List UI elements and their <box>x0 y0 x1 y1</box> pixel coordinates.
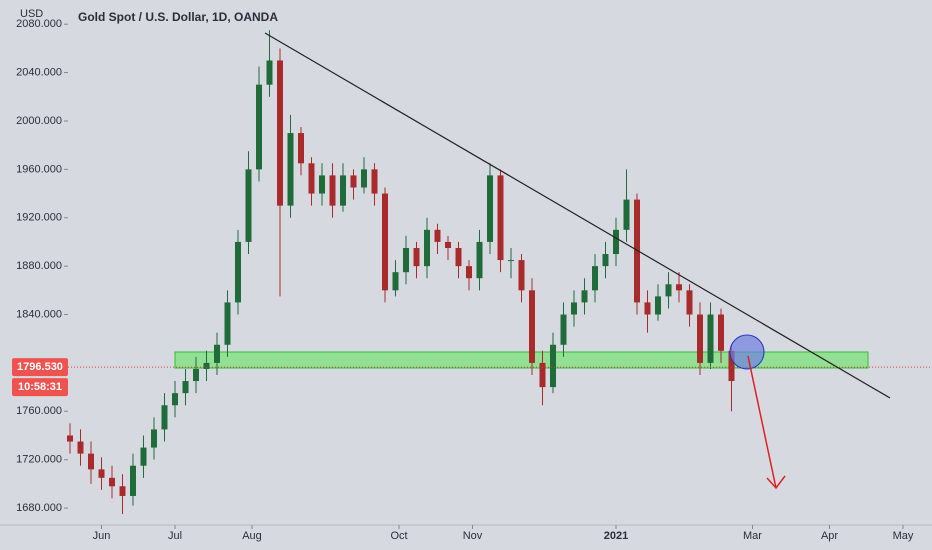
candle-body <box>371 169 378 194</box>
candle-body <box>287 133 294 206</box>
candle-body <box>98 469 105 478</box>
projection-arrow <box>747 355 777 489</box>
candle-body <box>77 441 84 454</box>
candle-body <box>697 314 703 363</box>
arrow-head <box>766 475 786 490</box>
candle-body <box>644 302 651 315</box>
candle-body <box>182 381 189 394</box>
candle-body <box>508 260 514 262</box>
candle-body <box>550 344 556 388</box>
x-tick-label: May <box>893 530 914 542</box>
y-tick-label: 1720.000 <box>16 454 62 466</box>
candle-body <box>392 272 399 291</box>
y-tick-label: 2040.000 <box>16 66 62 78</box>
candle-body <box>130 465 136 496</box>
candle-body <box>319 175 325 194</box>
candle-body <box>161 405 168 430</box>
y-tick-label: 1880.000 <box>16 260 62 272</box>
plot-area <box>0 23 932 529</box>
candle-body <box>634 199 640 303</box>
candle-body <box>214 344 220 363</box>
candle-body <box>340 175 346 206</box>
candle-body <box>256 84 262 170</box>
candle-body <box>592 266 598 291</box>
candle-body <box>403 247 409 273</box>
candle-body <box>518 260 525 291</box>
y-tick-label: 1680.000 <box>16 502 62 514</box>
candle-body <box>539 362 546 388</box>
trend-line <box>264 32 891 399</box>
candle-body <box>109 477 115 487</box>
candle-body <box>676 284 682 291</box>
candle-body <box>151 429 157 448</box>
candle-body <box>350 175 357 188</box>
x-tick-label: Jul <box>168 530 182 542</box>
y-tick-label: 1960.000 <box>16 163 62 175</box>
candle-body <box>686 290 693 315</box>
candle-body <box>308 163 315 194</box>
candle-body <box>193 368 199 382</box>
x-tick-label: 2021 <box>604 530 628 542</box>
candle-body <box>329 175 336 206</box>
candle-body <box>466 266 472 279</box>
candle-body <box>455 247 462 267</box>
candle-body <box>487 175 493 242</box>
candle-body <box>665 284 672 297</box>
y-tick-label: 1760.000 <box>16 405 62 417</box>
y-tick-label: 2080.000 <box>16 18 62 30</box>
x-tick-label: Apr <box>821 530 838 542</box>
candle-body <box>655 296 661 315</box>
candle-body <box>266 60 273 85</box>
candle-body <box>718 314 724 351</box>
candle-body <box>728 350 735 382</box>
candle-body <box>434 229 441 242</box>
candle-body <box>119 486 126 496</box>
countdown-box <box>12 378 68 397</box>
candle-body <box>602 254 609 267</box>
candle-body <box>560 314 567 345</box>
chart-title: Gold Spot / U.S. Dollar, 1D, OANDA <box>78 10 278 24</box>
candle-body <box>623 199 630 230</box>
y-tick-label: 1840.000 <box>16 308 62 320</box>
x-tick-label: Jun <box>93 530 111 542</box>
candle-body <box>476 241 483 279</box>
candle-body <box>235 241 241 303</box>
candle-body <box>88 453 94 470</box>
candle-body <box>571 302 577 315</box>
x-tick-label: Mar <box>743 530 762 542</box>
highlight-circle <box>729 334 765 370</box>
candle-body <box>203 362 210 369</box>
y-tick-label: 2000.000 <box>16 115 62 127</box>
candle-body <box>581 290 588 303</box>
candle-body <box>224 302 231 345</box>
candle-body <box>413 247 420 267</box>
candle-body <box>529 290 535 363</box>
price-label-box <box>12 358 68 377</box>
support-zone <box>174 351 869 369</box>
candle-body <box>445 241 451 248</box>
candle-body <box>67 435 73 442</box>
price-label: 1796.530 <box>17 361 63 373</box>
candle-body <box>172 393 178 406</box>
candle-body <box>382 193 388 291</box>
candle-body <box>497 175 504 261</box>
x-tick-label: Nov <box>463 530 483 542</box>
candle-body <box>424 229 430 267</box>
x-tick-label: Oct <box>390 530 407 542</box>
y-tick-label: 1920.000 <box>16 212 62 224</box>
candle-body <box>140 447 147 466</box>
candle-body <box>277 60 283 206</box>
candle-body <box>245 169 252 242</box>
candle-body <box>298 133 304 164</box>
y-unit: USD <box>20 8 43 20</box>
candle-body <box>361 169 367 188</box>
x-tick-label: Aug <box>242 530 262 542</box>
countdown: 10:58:31 <box>18 381 62 393</box>
candle-body <box>613 229 619 255</box>
candle-body <box>707 314 714 363</box>
